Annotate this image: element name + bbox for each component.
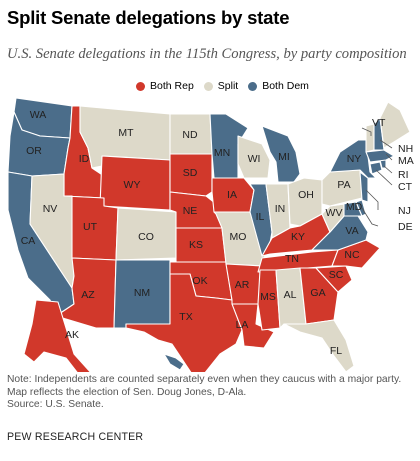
- state-label-ri: RI: [398, 169, 409, 181]
- state-label-sd: SD: [183, 167, 198, 179]
- state-label-in: IN: [275, 203, 286, 215]
- state-label-ma: MA: [398, 155, 414, 167]
- state-ny: [329, 139, 377, 179]
- leader-de: [361, 207, 379, 227]
- state-label-vt: VT: [372, 117, 386, 129]
- state-label-ne: NE: [183, 205, 198, 217]
- state-label-de: DE: [398, 221, 413, 233]
- footnote: Note: Independents are counted separatel…: [7, 374, 417, 412]
- leader-vt: [361, 127, 372, 136]
- state-label-la: LA: [236, 319, 249, 331]
- legend-label-rep: Both Rep: [150, 80, 194, 92]
- state-label-nc: NC: [344, 249, 360, 261]
- state-label-ms: MS: [260, 291, 276, 303]
- state-label-nh: NH: [398, 143, 413, 155]
- state-la: [231, 303, 275, 349]
- state-label-wi: WI: [248, 153, 261, 165]
- state-nh: [373, 117, 385, 151]
- state-fl: [283, 319, 355, 372]
- state-label-ca: CA: [21, 235, 36, 247]
- state-label-nd: ND: [182, 129, 198, 141]
- leader-ma: [385, 153, 393, 161]
- state-ma: [365, 149, 395, 163]
- state-label-mi: MI: [278, 151, 290, 163]
- state-label-mn: MN: [214, 147, 230, 159]
- legend-swatch-rep: [136, 81, 145, 91]
- us-map: WA OR CA ID NV MT WY UT AZ CO NM ND SD NE KS OK TX MN IA MO…: [7, 97, 414, 372]
- state-label-or: OR: [26, 145, 42, 157]
- state-label-az: AZ: [81, 289, 95, 301]
- state-hi: [163, 353, 185, 371]
- state-label-nv: NV: [43, 203, 58, 215]
- state-label-ok: OK: [192, 275, 207, 287]
- leader-nh: [379, 139, 393, 149]
- legend: Both Rep Split Both Dem: [136, 79, 319, 93]
- leader-ct: [375, 169, 393, 186]
- state-label-tn: TN: [285, 253, 299, 265]
- state-ct: [369, 161, 383, 175]
- state-label-id: ID: [79, 153, 90, 165]
- legend-label-split: Split: [217, 80, 239, 92]
- note-text: Note: Independents are counted separatel…: [7, 374, 402, 398]
- state-label-co: CO: [138, 231, 154, 243]
- state-label-ia: IA: [227, 189, 237, 201]
- state-label-wv: WV: [326, 207, 343, 219]
- state-wi: [237, 135, 271, 179]
- state-ms: [257, 269, 281, 331]
- state-label-wa: WA: [30, 109, 47, 121]
- source-text: Source: U.S. Senate.: [7, 399, 104, 410]
- state-sc: [315, 265, 353, 293]
- brand-credit: PEW RESEARCH CENTER: [7, 431, 144, 443]
- legend-item-rep: Both Rep: [136, 80, 194, 92]
- state-label-pa: PA: [337, 179, 350, 191]
- state-label-ut: UT: [83, 221, 98, 233]
- state-label-al: AL: [284, 289, 297, 301]
- state-label-ak: AK: [65, 329, 79, 341]
- state-label-ar: AR: [235, 279, 250, 291]
- state-me: [379, 101, 411, 149]
- leader-nj: [365, 189, 379, 210]
- state-label-wy: WY: [124, 179, 141, 191]
- leader-lines: [361, 127, 393, 227]
- state-tx: [125, 273, 243, 372]
- state-label-tx: TX: [179, 311, 192, 323]
- state-label-oh: OH: [298, 189, 314, 201]
- state-label-md: MD: [346, 201, 363, 213]
- state-label-ky: KY: [291, 231, 305, 243]
- state-label-mt: MT: [118, 127, 134, 139]
- state-label-nm: NM: [134, 287, 150, 299]
- state-label-ct: CT: [398, 181, 413, 193]
- legend-swatch-dem: [248, 81, 258, 91]
- legend-item-split: Split: [203, 80, 239, 92]
- legend-item-dem: Both Dem: [248, 80, 309, 92]
- state-label-nj: NJ: [398, 205, 411, 217]
- state-ak: [23, 299, 91, 372]
- page-subtitle: U.S. Senate delegations in the 115th Con…: [7, 46, 407, 62]
- legend-swatch-split: [203, 81, 213, 91]
- leader-ri: [383, 165, 393, 174]
- state-label-mo: MO: [230, 231, 247, 243]
- state-label-il: IL: [256, 211, 265, 223]
- state-label-ks: KS: [189, 239, 203, 251]
- state-label-va: VA: [345, 225, 358, 237]
- state-label-fl: FL: [330, 345, 342, 357]
- legend-label-dem: Both Dem: [262, 80, 309, 92]
- state-label-ny: NY: [347, 153, 362, 165]
- state-md: [329, 201, 363, 217]
- page-title: Split Senate delegations by state: [7, 7, 290, 28]
- state-sd: [169, 153, 213, 197]
- state-label-ga: GA: [310, 287, 325, 299]
- state-label-sc: SC: [329, 269, 344, 281]
